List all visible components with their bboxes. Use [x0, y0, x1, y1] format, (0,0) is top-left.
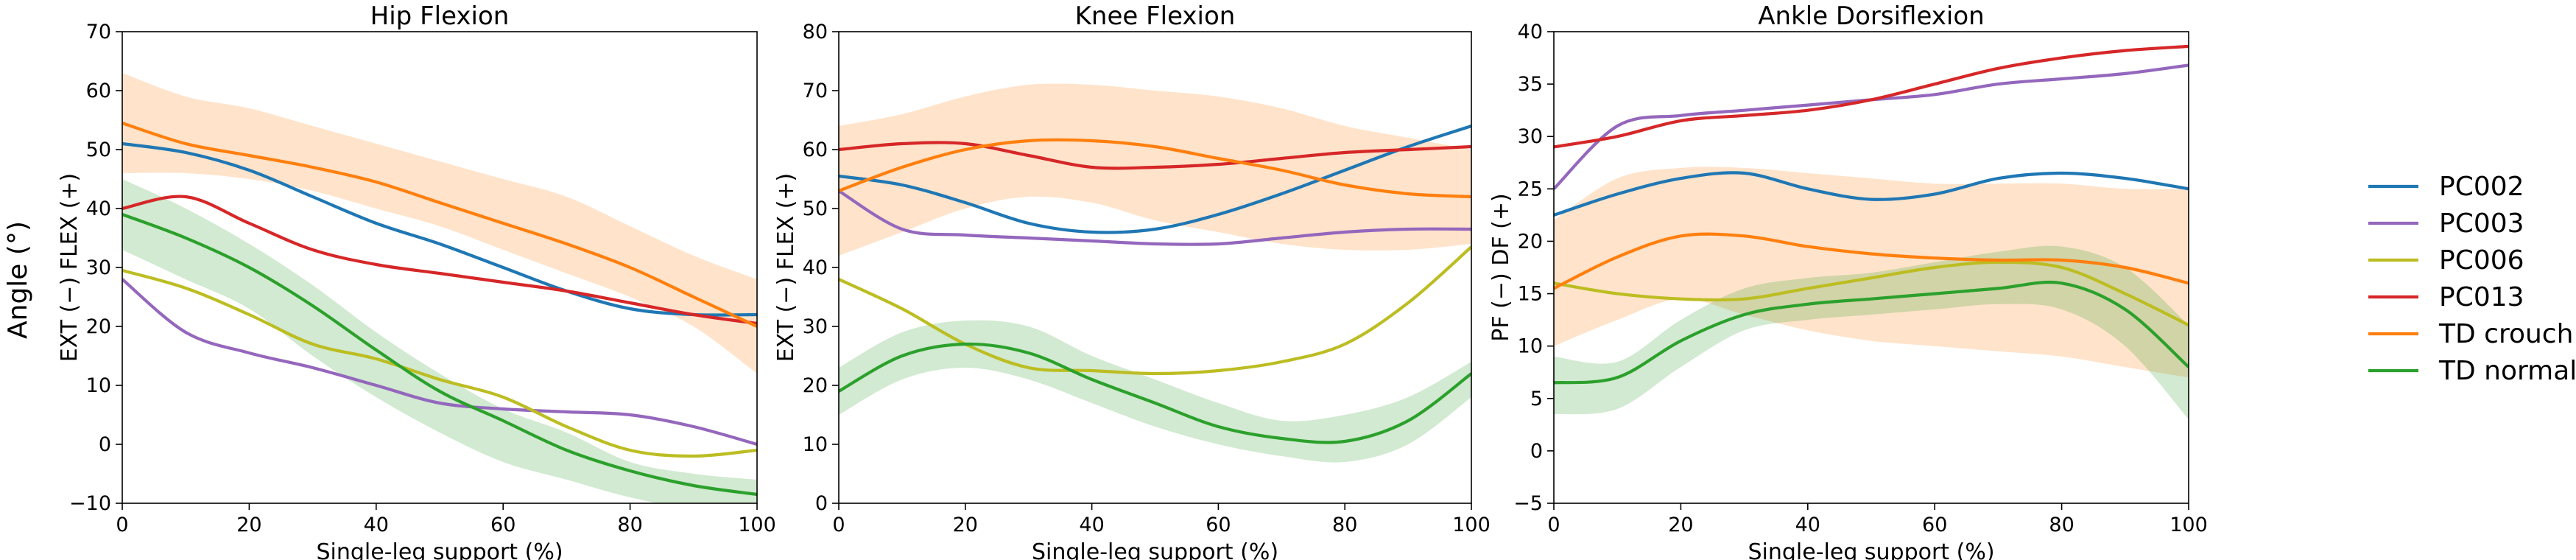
y-tick-label: 10	[803, 433, 828, 456]
series-line-pc003	[122, 278, 757, 447]
x-tick-label: 100	[2169, 514, 2208, 536]
legend-label-pc002: PC002	[2439, 172, 2524, 202]
y-tick-label: 20	[803, 374, 828, 397]
series-line-pc006	[122, 268, 757, 458]
y-tick-label: 0	[1530, 440, 1543, 463]
x-tick-label: 60	[490, 514, 515, 536]
series-line-pc013	[122, 195, 757, 326]
series-line-td-crouch	[1554, 232, 2189, 290]
x-tick-label: 40	[1795, 514, 1820, 536]
y-tick-label: 30	[1518, 125, 1543, 148]
y-tick-label: 60	[86, 80, 111, 102]
series-line-td-normal	[839, 342, 1471, 444]
chart-title: Hip Flexion	[370, 1, 510, 31]
y-tick-label: 30	[86, 256, 111, 279]
x-tick-label: 20	[236, 514, 261, 536]
series-line-td-normal	[122, 213, 757, 497]
legend-label-pc003: PC003	[2439, 209, 2524, 239]
band-td-crouch	[122, 73, 757, 374]
legend-label-pc013: PC013	[2439, 282, 2524, 312]
series-line-pc002	[839, 125, 1471, 234]
plot-frame	[1553, 31, 2189, 504]
y-tick-label: 80	[803, 21, 828, 43]
chart-title: Ankle Dorsiflexion	[1758, 1, 1984, 31]
legend-label-td-normal: TD normal	[2438, 356, 2576, 386]
y-tick-label: 70	[86, 21, 111, 43]
y-tick-label: 70	[803, 80, 828, 102]
y-axis-label: PF (−) DF (+)	[1488, 193, 1514, 341]
x-tick-label: 60	[1922, 514, 1947, 536]
series-line-pc002	[122, 141, 757, 317]
series-line-pc002	[1554, 171, 2189, 217]
y-tick-label: 15	[1518, 283, 1543, 306]
x-tick-label: 60	[1206, 514, 1231, 536]
x-tick-label: 80	[617, 514, 642, 536]
y-axis-label: EXT (−) FLEX (+)	[57, 173, 82, 362]
chart-panel-2: 0 20 40 60 80 100 0 10 20 30 40 50 60 70 80 Knee Flexio…	[773, 1, 1491, 560]
y-tick-label: 0	[99, 433, 111, 456]
y-tick-label: 40	[803, 256, 828, 279]
y-tick-label: −5	[1513, 492, 1543, 515]
series-line-td-crouch	[839, 138, 1471, 199]
y-tick-label: 5	[1530, 388, 1543, 410]
band-td-crouch	[839, 83, 1471, 256]
chart-title: Knee Flexion	[1075, 1, 1236, 31]
series-line-pc013	[839, 141, 1471, 170]
x-tick-label: 100	[1452, 514, 1491, 536]
y-tick-label: 10	[1518, 335, 1543, 358]
y-axis-label: EXT (−) FLEX (+)	[773, 173, 799, 362]
y-tick-label: 35	[1518, 73, 1543, 96]
y-tick-label: 40	[1518, 21, 1543, 43]
series-line-td-normal	[1554, 280, 2189, 385]
y-tick-label: 30	[803, 315, 828, 338]
x-tick-label: 0	[1547, 514, 1560, 536]
x-tick-label: 100	[738, 514, 776, 536]
series-line-pc013	[1554, 44, 2189, 149]
plot-area	[122, 73, 757, 503]
x-axis-label: Single-leg support (%)	[1748, 539, 1994, 560]
x-tick-label: 40	[364, 514, 389, 536]
band-td-normal	[839, 320, 1471, 463]
x-tick-label: 20	[1668, 514, 1693, 536]
band-td-crouch	[1554, 167, 2189, 378]
x-axis-label: Single-leg support (%)	[316, 539, 563, 560]
x-axis-label: Single-leg support (%)	[1032, 539, 1278, 560]
y-tick-label: 50	[803, 197, 828, 220]
x-tick-label: 80	[2049, 514, 2074, 536]
series-line-pc006	[1554, 260, 2189, 327]
x-tick-label: 40	[1079, 514, 1104, 536]
y-tick-label: 25	[1518, 178, 1543, 200]
y-tick-label: 10	[86, 374, 111, 397]
legend-label-td-crouch: TD crouch	[2438, 319, 2573, 349]
x-tick-label: 20	[953, 514, 978, 536]
series-line-pc003	[839, 189, 1471, 246]
series-line-pc006	[839, 245, 1471, 376]
x-tick-label: 0	[116, 514, 128, 536]
y-tick-label: 50	[86, 139, 111, 161]
plot-area	[839, 83, 1471, 463]
y-tick-label: 60	[803, 139, 828, 161]
band-td-normal	[1554, 245, 2189, 420]
x-tick-label: 0	[832, 514, 845, 536]
y-tick-label: 0	[815, 492, 828, 515]
shared-y-axis-label: Angle (°)	[3, 221, 33, 339]
y-tick-label: 40	[86, 197, 111, 220]
x-tick-label: 80	[1332, 514, 1357, 536]
plot-area	[1554, 44, 2189, 420]
y-tick-label: −10	[69, 492, 111, 515]
legend: PC002 PC003 PC006 PC013 TD crouch TD normal	[2368, 172, 2576, 386]
series-line-td-crouch	[122, 122, 757, 328]
y-tick-label: 20	[86, 315, 111, 338]
band-td-normal	[122, 179, 757, 503]
y-tick-label: 20	[1518, 230, 1543, 253]
legend-label-pc006: PC006	[2439, 245, 2524, 276]
